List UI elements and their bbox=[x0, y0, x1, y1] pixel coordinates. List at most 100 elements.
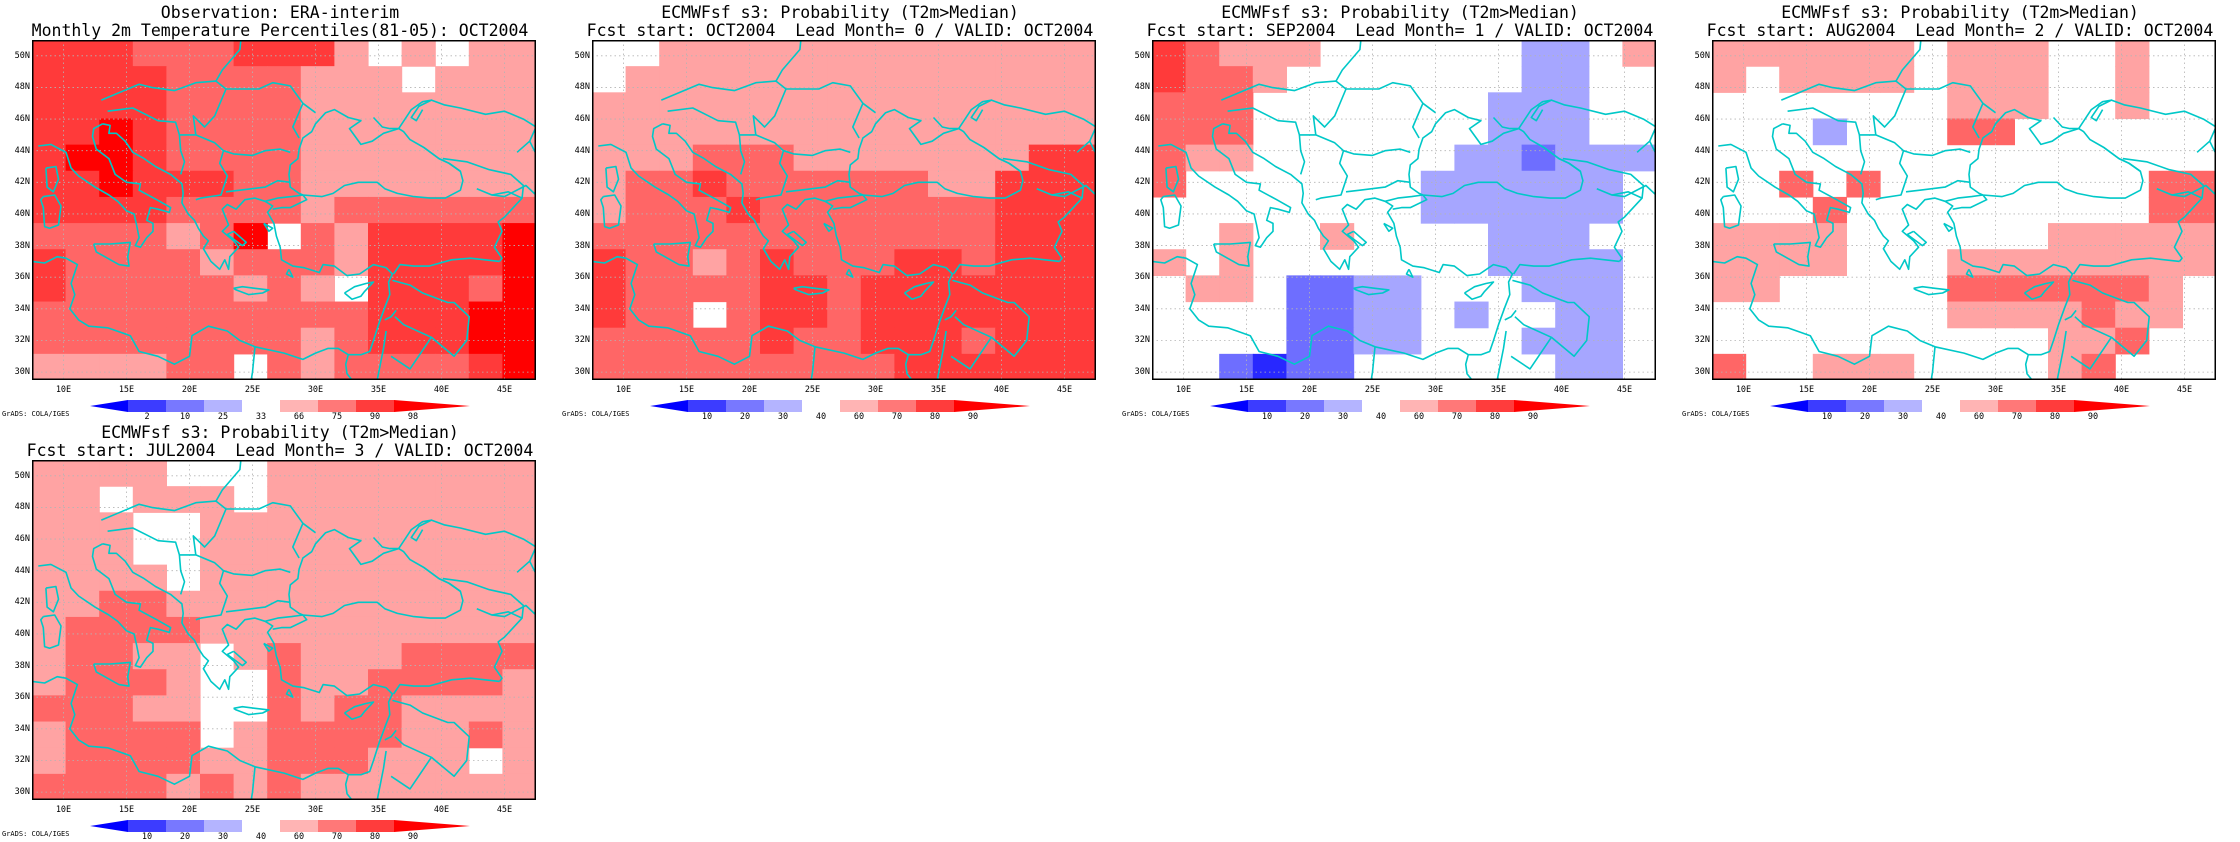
grid-cell bbox=[166, 773, 201, 800]
grid-cell bbox=[1062, 92, 1096, 120]
map-frame bbox=[32, 460, 536, 800]
grid-cell bbox=[502, 773, 536, 800]
lat-tick-label: 48N bbox=[574, 82, 590, 93]
colorbar-segment bbox=[166, 820, 205, 832]
grid-cell bbox=[233, 40, 268, 67]
grid-cell bbox=[32, 512, 67, 540]
colorbar-arrow-left bbox=[1210, 400, 1248, 412]
colorbar-segment bbox=[204, 400, 243, 412]
grid-cell bbox=[827, 249, 862, 276]
grid-cell bbox=[132, 40, 167, 67]
grid-cell bbox=[894, 196, 929, 224]
grid-cell bbox=[99, 118, 134, 146]
grid-cell bbox=[1062, 66, 1096, 93]
coastline bbox=[1943, 222, 1954, 233]
grid-cell bbox=[368, 66, 403, 93]
grid-cell bbox=[132, 721, 167, 749]
grid-cell bbox=[65, 40, 100, 67]
grid-cell bbox=[99, 353, 134, 380]
grid-cell bbox=[468, 196, 503, 224]
colorbar-label: 75 bbox=[331, 412, 343, 422]
coastline bbox=[264, 614, 308, 630]
grid-cell bbox=[928, 196, 963, 224]
colorbar-label: 90 bbox=[967, 412, 979, 422]
grid-cell bbox=[928, 353, 963, 380]
coastline bbox=[793, 285, 830, 296]
grid-cell bbox=[961, 144, 996, 172]
grid-cell bbox=[99, 301, 134, 329]
lat-tick-label: 38N bbox=[1134, 240, 1150, 251]
grid-cell bbox=[32, 170, 67, 198]
grid-cell bbox=[32, 695, 67, 723]
grid-cell bbox=[1062, 249, 1096, 276]
lat-tick-label: 30N bbox=[14, 787, 30, 798]
grid-cell bbox=[368, 353, 403, 380]
grid-cell bbox=[928, 92, 963, 120]
grid-cell bbox=[1219, 144, 1254, 172]
grid-cell bbox=[502, 747, 536, 775]
lon-tick-label: 30E bbox=[867, 385, 884, 395]
panel-title-line1: Observation: ERA-interim bbox=[160, 3, 400, 22]
grid-cell bbox=[961, 301, 996, 329]
grid-cell bbox=[468, 773, 503, 800]
grid-cell bbox=[502, 170, 536, 198]
grid-cell bbox=[894, 353, 929, 380]
grid-cell bbox=[1028, 327, 1063, 355]
grid-cell bbox=[32, 118, 67, 146]
coastline bbox=[2111, 99, 2216, 153]
coastline bbox=[291, 522, 304, 559]
coastline bbox=[263, 222, 274, 233]
grid-cell bbox=[200, 170, 235, 198]
lat-tick-label: 32N bbox=[14, 755, 30, 766]
coastline bbox=[1053, 197, 1083, 262]
grid-cell bbox=[32, 747, 67, 775]
grid-cell bbox=[300, 460, 335, 487]
coastline bbox=[1712, 123, 2074, 366]
coastline bbox=[2072, 257, 2180, 275]
coastline bbox=[1965, 268, 1974, 278]
grid-cell bbox=[435, 196, 470, 224]
grid-cell bbox=[233, 538, 268, 566]
panel-title-line2: Monthly 2m Temperature Percentiles(81-05… bbox=[31, 21, 529, 40]
grid-cell bbox=[1252, 40, 1287, 67]
grid-cell bbox=[1588, 196, 1623, 224]
grid-cell bbox=[65, 695, 100, 723]
grid-cell bbox=[32, 460, 67, 487]
coastline bbox=[823, 222, 834, 233]
grid-cell bbox=[334, 616, 369, 644]
coastline bbox=[845, 268, 854, 278]
coastline bbox=[107, 107, 291, 157]
grid-cell bbox=[267, 92, 302, 120]
coastline bbox=[1611, 184, 1656, 198]
lon-tick-label: 45E bbox=[1056, 385, 1073, 395]
grid-cell bbox=[1185, 40, 1220, 67]
lat-tick-label: 36N bbox=[1134, 272, 1150, 283]
coastline bbox=[288, 528, 464, 619]
grid-cell bbox=[625, 327, 660, 355]
grid-cell bbox=[1812, 118, 1847, 146]
grid-cell bbox=[1185, 275, 1220, 303]
coastline bbox=[1551, 99, 1656, 153]
grid-cell bbox=[435, 66, 470, 93]
coastline bbox=[195, 570, 229, 621]
grid-cell bbox=[961, 275, 996, 303]
grid-cell bbox=[200, 353, 235, 380]
coastline bbox=[1227, 107, 1411, 157]
lon-tick-label: 35E bbox=[930, 385, 947, 395]
colorbar-label: 30 bbox=[1337, 412, 1349, 422]
grid-cell bbox=[435, 590, 470, 618]
lon-tick-label: 25E bbox=[804, 385, 821, 395]
grid-cell bbox=[99, 695, 134, 723]
grid-cell bbox=[1219, 353, 1254, 380]
grid-cell bbox=[368, 275, 403, 303]
coastline bbox=[264, 194, 308, 210]
colorbar-label: 20 bbox=[1299, 412, 1311, 422]
colorbar-segment bbox=[1286, 400, 1325, 412]
grid-cell bbox=[995, 40, 1030, 67]
coastline bbox=[667, 107, 851, 157]
coastline bbox=[2171, 184, 2216, 198]
grid-cell bbox=[200, 118, 235, 146]
grid-cell bbox=[1219, 275, 1254, 303]
colorbar-segment bbox=[1476, 400, 1515, 412]
coastline bbox=[263, 642, 274, 653]
